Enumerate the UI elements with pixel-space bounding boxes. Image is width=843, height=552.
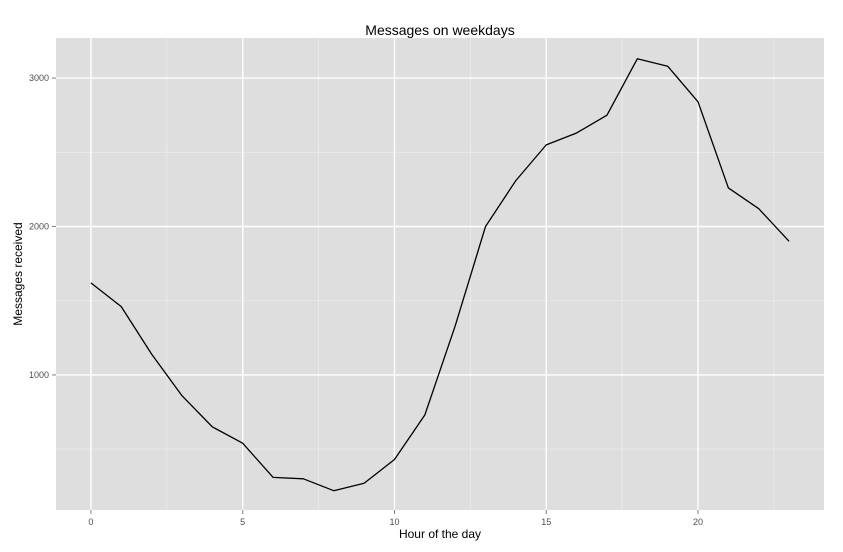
x-axis-title: Hour of the day xyxy=(399,527,481,541)
x-tick-label: 5 xyxy=(240,517,245,527)
plot-panel xyxy=(56,38,824,510)
x-axis-ticks: 0 5 10 15 20 xyxy=(88,510,703,527)
series-line xyxy=(90,58,790,492)
x-tick-label: 20 xyxy=(693,517,703,527)
x-tick-label: 15 xyxy=(541,517,551,527)
y-tick-label: 3000 xyxy=(29,73,49,83)
x-tick-label: 0 xyxy=(88,517,93,527)
y-tick-label: 1000 xyxy=(29,370,49,380)
y-axis-ticks: 1000 2000 3000 xyxy=(29,73,56,380)
chart-title: Messages on weekdays xyxy=(365,22,514,38)
y-axis-title: Messages received xyxy=(11,222,25,325)
y-tick-label: 2000 xyxy=(29,222,49,232)
major-gridlines xyxy=(56,38,824,510)
x-tick-label: 10 xyxy=(389,517,399,527)
